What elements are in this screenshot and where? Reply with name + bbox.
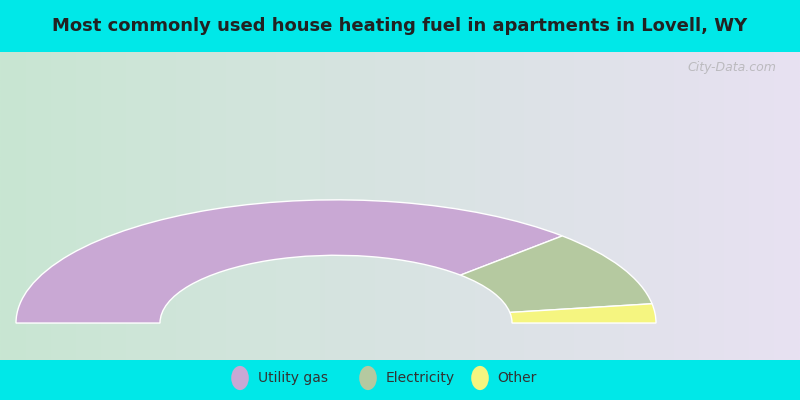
Ellipse shape — [231, 366, 249, 390]
Text: Most commonly used house heating fuel in apartments in Lovell, WY: Most commonly used house heating fuel in… — [52, 17, 748, 35]
Wedge shape — [461, 236, 652, 312]
Wedge shape — [16, 200, 562, 323]
Wedge shape — [510, 304, 656, 323]
Ellipse shape — [359, 366, 377, 390]
Text: Utility gas: Utility gas — [258, 371, 328, 385]
Text: Other: Other — [498, 371, 537, 385]
Ellipse shape — [471, 366, 489, 390]
Text: Electricity: Electricity — [386, 371, 454, 385]
Text: City-Data.com: City-Data.com — [687, 61, 776, 74]
